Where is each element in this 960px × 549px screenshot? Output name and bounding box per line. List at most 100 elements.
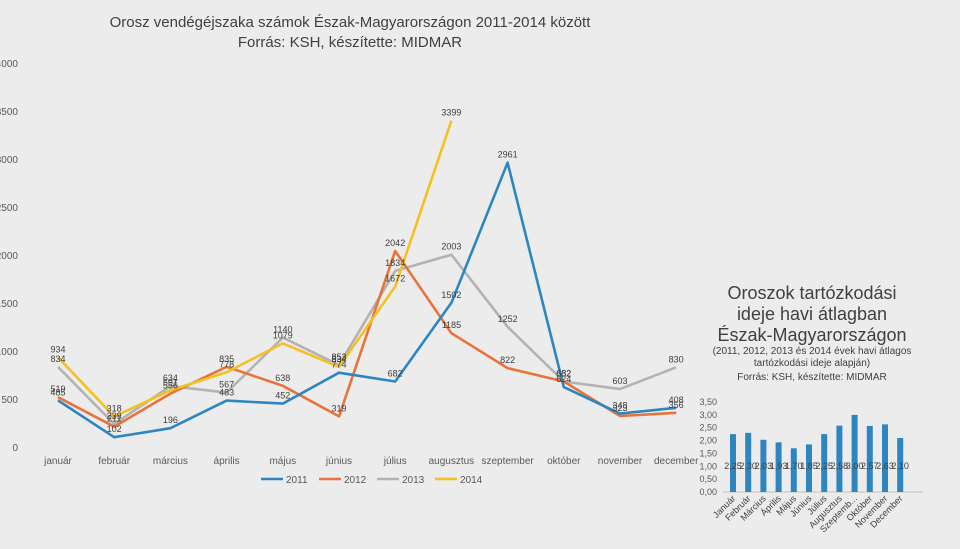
legend-label: 2013 [402, 475, 425, 486]
x-tick-label: augusztus [429, 456, 475, 467]
bar [760, 439, 767, 492]
bar-y-tick-label: 2,50 [699, 423, 717, 433]
data-label: 452 [275, 391, 290, 401]
bar [821, 434, 828, 492]
data-label: 853 [331, 352, 346, 362]
data-label: 1140 [273, 325, 292, 335]
bar-value-label: 2,57 [861, 461, 879, 471]
data-label: 835 [219, 354, 234, 364]
data-label: 1252 [498, 314, 518, 324]
series-line-2012 [57, 249, 677, 429]
x-tick-label: november [598, 456, 643, 467]
data-label: 634 [163, 373, 178, 383]
bar-y-tick-label: 1,50 [699, 448, 717, 458]
bar-chart-subtitle: (2011, 2012, 2013 és 2014 évek havi átla… [712, 346, 912, 369]
data-label: 485 [50, 387, 65, 397]
data-label: 2042 [385, 238, 405, 248]
data-label: 682 [388, 369, 403, 379]
x-tick-label: február [98, 456, 130, 467]
x-tick-label: szeptember [481, 456, 534, 467]
x-tick-label: december [654, 456, 699, 467]
line-chart-subtitle: Forrás: KSH, készítette: MIDMAR [237, 34, 463, 51]
data-label: 483 [219, 388, 234, 398]
bar-value-label: 2,58 [831, 461, 849, 471]
data-label: 934 [50, 344, 65, 354]
legend-label: 2014 [460, 475, 483, 486]
y-tick-label: 2500 [0, 203, 18, 214]
x-tick-label: január [43, 456, 72, 467]
bar-value-label: 2,10 [891, 461, 909, 471]
bar-value-label: 2,03 [755, 461, 773, 471]
legend-label: 2012 [344, 475, 367, 486]
bar-y-tick-label: 3,00 [699, 410, 717, 420]
data-label: 830 [669, 354, 684, 364]
line-chart-title: Orosz vendégéjszaka számok Észak-Magyaro… [109, 14, 591, 31]
data-label: 1502 [441, 290, 461, 300]
bar [806, 444, 812, 492]
bar [882, 424, 888, 492]
data-label: 682 [556, 369, 571, 379]
bar-value-label: 2,25 [815, 461, 833, 471]
data-label: 1672 [385, 273, 405, 283]
data-label: 822 [500, 355, 515, 365]
data-label: 1079 [273, 330, 293, 340]
data-label: 682 [556, 369, 571, 379]
bar-value-label: 1,93 [770, 461, 788, 471]
bar [745, 432, 752, 492]
bar-y-tick-label: 1,00 [699, 461, 717, 471]
y-tick-label: 500 [1, 395, 18, 406]
legend-label: 2011 [286, 475, 308, 486]
bar [790, 448, 797, 492]
data-label: 348 [612, 401, 627, 411]
bar-y-tick-label: 0,50 [699, 474, 717, 484]
y-tick-label: 4000 [0, 59, 18, 70]
data-label: 408 [669, 395, 684, 405]
y-tick-label: 3000 [0, 155, 18, 166]
x-tick-label: július [383, 456, 407, 467]
data-label: 211 [107, 414, 121, 424]
x-tick-label: október [547, 456, 581, 467]
data-label: 519 [50, 384, 65, 394]
data-label: 603 [612, 376, 627, 386]
data-label: 624 [556, 374, 571, 384]
y-tick-label: 1000 [0, 347, 18, 358]
series-line-2014 [57, 120, 453, 418]
bar-value-label: 2,63 [876, 461, 894, 471]
x-tick-label: június [325, 456, 352, 467]
series-line-2013 [57, 253, 677, 426]
bar-value-label: 3,00 [846, 461, 864, 471]
x-tick-label: május [269, 456, 296, 467]
data-label: 319 [331, 403, 346, 413]
data-label: 196 [163, 415, 178, 425]
bar-value-label: 1,70 [785, 461, 803, 471]
data-label: 239 [107, 411, 122, 421]
bar-y-tick-label: 3,50 [699, 397, 717, 407]
bar-value-label: 2,25 [724, 461, 742, 471]
bar-value-label: 1,85 [800, 461, 818, 471]
data-label: 567 [219, 380, 234, 390]
y-tick-label: 0 [12, 443, 18, 454]
y-tick-label: 1500 [0, 299, 18, 310]
data-label: 1185 [442, 320, 461, 330]
data-label: 2003 [441, 242, 461, 252]
bar-y-tick-label: 2,00 [699, 436, 717, 446]
data-label: 774 [331, 360, 346, 370]
data-label: 638 [275, 373, 290, 383]
bar [775, 442, 782, 492]
x-tick-label: március [153, 456, 188, 467]
data-label: 778 [219, 359, 234, 369]
data-label: 323 [612, 403, 627, 413]
data-label: 318 [107, 403, 122, 413]
bar [851, 414, 858, 492]
data-label: 102 [107, 424, 122, 434]
bar-y-tick-label: 0,00 [699, 487, 717, 497]
bar [836, 425, 843, 492]
x-tick-label: április [214, 456, 240, 467]
series-line-2011 [57, 161, 677, 439]
bar [866, 425, 873, 492]
data-label: 591 [163, 377, 178, 387]
data-label: 556 [163, 381, 178, 391]
data-label: 1834 [385, 258, 405, 268]
data-label: 3399 [441, 108, 461, 118]
